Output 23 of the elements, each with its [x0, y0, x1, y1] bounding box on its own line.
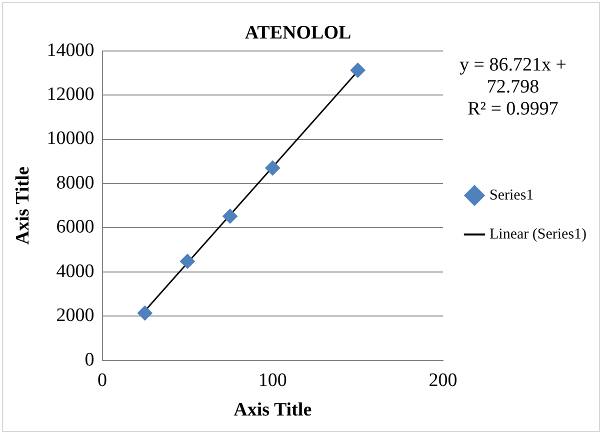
text: R² = 0.9997 [468, 98, 558, 120]
y-tick-label: 8000 [56, 172, 94, 194]
legend-label: Linear (Series1) [490, 226, 587, 242]
y-tick-label: 6000 [56, 216, 94, 238]
y-tick-label: 10000 [46, 128, 94, 150]
point [222, 208, 238, 224]
point [350, 62, 366, 78]
x-axis-title: Axis Title [234, 400, 312, 421]
point [265, 160, 280, 176]
y-tick-label: 12000 [46, 84, 94, 106]
legend-label: Series1 [490, 187, 534, 204]
x-tick-label: 0 [98, 370, 108, 391]
y-tick-label: 4000 [56, 260, 94, 282]
y-tick-label: 2000 [56, 305, 94, 326]
y-axis-title: Axis Title [12, 166, 34, 245]
point [180, 254, 195, 269]
chart-title: ATENOLOL [244, 22, 352, 44]
y-tick-label: 0 [84, 349, 94, 370]
text: y = 86.721x + 72.798 [460, 54, 566, 98]
x-tick-label: 200 [428, 370, 458, 391]
y-tick-label: 14000 [46, 40, 94, 61]
point [137, 306, 152, 321]
x-tick-label: 100 [258, 370, 287, 391]
